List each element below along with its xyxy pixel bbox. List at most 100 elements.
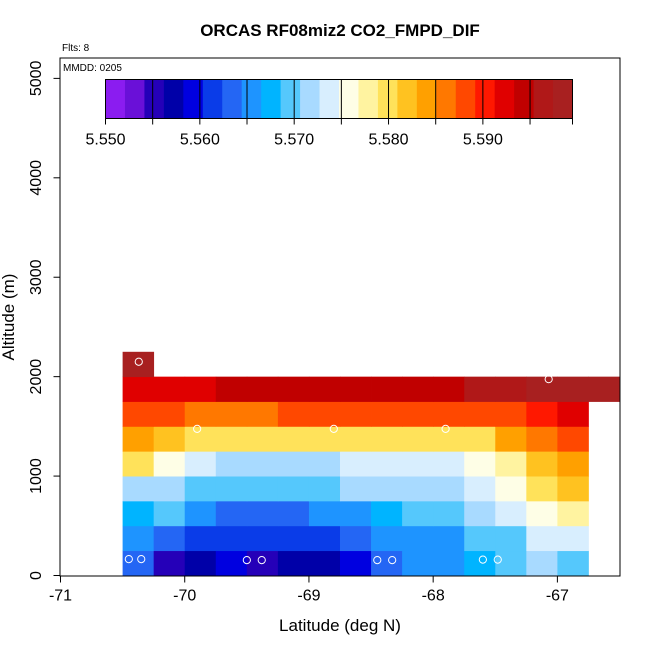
flight-point-12 <box>544 375 553 384</box>
heatmap-cell-r4-c8 <box>371 451 403 477</box>
heatmap-cell-r2-c13 <box>526 500 558 527</box>
heatmap-cell-r0-c2 <box>184 550 217 576</box>
heatmap-cell-r1-c8 <box>371 525 403 552</box>
heatmap-cell-r2-c10 <box>433 500 465 527</box>
heatmap-cell-r6-c12 <box>495 401 527 427</box>
heatmap-cell-r6-c3 <box>215 401 248 427</box>
heatmap-cell-r3-c9 <box>402 476 434 502</box>
heatmap-cell-r7-c12 <box>495 376 527 402</box>
heatmap-cell-r3-c14 <box>557 476 589 502</box>
y-tick-label-2: 2000 <box>28 359 45 395</box>
heatmap-cell-r7-c11 <box>464 376 496 402</box>
heatmap-cell-r0-c12 <box>495 550 527 576</box>
flight-point-1 <box>137 555 146 564</box>
y-tick-label-3: 3000 <box>28 259 45 295</box>
heatmap-cell-r4-c3 <box>215 451 248 477</box>
colorbar-swatch-23 <box>553 79 573 119</box>
heatmap-cell-r6-c1 <box>153 401 186 427</box>
heatmap-cell-r1-c11 <box>464 525 496 552</box>
y-tick-label-0: 0 <box>28 571 45 580</box>
heatmap-cell-r3-c7 <box>340 476 372 502</box>
heatmap-cell-r8-c0 <box>122 351 155 378</box>
colorbar-frame <box>105 79 573 119</box>
heatmap-cell-r3-c1 <box>153 476 186 502</box>
colorbar-swatch-20 <box>494 79 515 119</box>
heatmap-cell-r6-c5 <box>277 401 310 427</box>
y-axis: 0 1000 2000 3000 4000 5000 <box>28 60 61 580</box>
mmdd-annotation: MMDD: 0205 <box>63 63 122 74</box>
colorbar-swatch-4 <box>183 79 204 119</box>
colorbar-tick-label-4: 5.590 <box>463 132 503 149</box>
heatmap-cell-r4-c10 <box>433 451 465 477</box>
colorbar-swatch-19 <box>475 79 496 119</box>
colorbar-swatch-11 <box>319 79 340 119</box>
heatmap-cell-r6-c13 <box>526 401 558 427</box>
colorbar-swatch-6 <box>222 79 243 119</box>
flight-point-5 <box>388 555 397 565</box>
x-tick-label-1: -70 <box>173 588 196 605</box>
heatmap-cell-r1-c13 <box>526 525 558 552</box>
heatmap-cell-r3-c3 <box>215 476 248 502</box>
heatmap-cell-r1-c1 <box>153 525 186 552</box>
flight-point-0 <box>124 555 133 564</box>
heatmap-cell-r3-c10 <box>433 476 465 502</box>
heatmap-cell-r1-c5 <box>277 525 310 552</box>
colorbar-swatch-0 <box>105 79 126 119</box>
heatmap-cell-r5-c12 <box>495 426 527 452</box>
colorbar-swatch-13 <box>358 79 379 119</box>
heatmap-cell-r4-c13 <box>526 451 558 477</box>
heatmap-cell-r5-c0 <box>122 426 155 452</box>
heatmap-cell-r2-c7 <box>340 500 372 527</box>
flight-point-4 <box>373 555 382 565</box>
heatmap-cell-r7-c15 <box>588 376 620 402</box>
heatmap-cell-r2-c8 <box>371 500 403 527</box>
flight-point-6 <box>478 555 487 564</box>
heatmap-cell-r1-c3 <box>215 525 248 552</box>
heatmap-cell-r1-c2 <box>184 525 217 552</box>
y-tick-label-4: 4000 <box>28 160 45 196</box>
x-tick-label-0: -71 <box>49 588 72 605</box>
heatmap-cell-r5-c5 <box>277 426 310 452</box>
heatmap-cell-r0-c3 <box>215 550 248 576</box>
flight-point-8 <box>193 424 202 433</box>
heatmap-cell-r2-c3 <box>215 500 248 527</box>
heatmap-cell-r3-c12 <box>495 476 527 502</box>
colorbar-swatch-3 <box>163 79 184 119</box>
heatmap-cell-r4-c12 <box>495 451 527 477</box>
heatmap-cell-r4-c7 <box>340 451 372 477</box>
colorbar-swatch-14 <box>377 79 398 119</box>
heatmap-cell-r3-c4 <box>246 476 279 502</box>
colorbar-swatch-10 <box>300 79 320 119</box>
colorbar-swatch-9 <box>280 79 301 119</box>
x-tick-label-2: -69 <box>297 588 320 605</box>
heatmap-cell-r0-c1 <box>153 550 186 576</box>
colorbar-swatch-7 <box>241 79 262 119</box>
colorbar-swatch-17 <box>436 79 457 119</box>
colorbar-swatch-5 <box>202 79 223 119</box>
heatmap-cell-r1-c10 <box>433 525 465 552</box>
colorbar-swatch-8 <box>261 79 282 119</box>
flight-point-11 <box>134 357 143 366</box>
colorbar-swatch-15 <box>397 79 418 119</box>
heatmap-cell-r6-c14 <box>557 401 589 427</box>
colorbar-swatch-22 <box>533 79 554 119</box>
heatmap-cell-r0-c7 <box>340 550 372 576</box>
heatmap-cell-r2-c11 <box>464 500 496 527</box>
heatmap-cell-r2-c14 <box>557 500 589 527</box>
heatmap-cell-r7-c5 <box>277 376 310 402</box>
heatmap-cell-r4-c9 <box>402 451 434 477</box>
heatmap-cell-r4-c6 <box>308 451 341 477</box>
heatmap-cell-r0-c14 <box>557 550 589 576</box>
heatmap-cell-r4-c5 <box>277 451 310 477</box>
heatmap-cell-r0-c9 <box>402 550 434 576</box>
heatmap-cell-r0-c13 <box>526 550 558 576</box>
colorbar-swatch-18 <box>455 79 476 119</box>
heatmap-cell-r5-c3 <box>215 426 248 452</box>
flight-point-9 <box>329 424 338 433</box>
flight-track-points <box>124 357 553 565</box>
colorbar-tick-label-2: 5.570 <box>274 132 314 149</box>
heatmap-cell-r3-c13 <box>526 476 558 502</box>
heatmap-cell-r3-c11 <box>464 476 496 502</box>
heatmap-cell-r1-c9 <box>402 525 434 552</box>
heatmap-cell-r4-c2 <box>184 451 217 477</box>
